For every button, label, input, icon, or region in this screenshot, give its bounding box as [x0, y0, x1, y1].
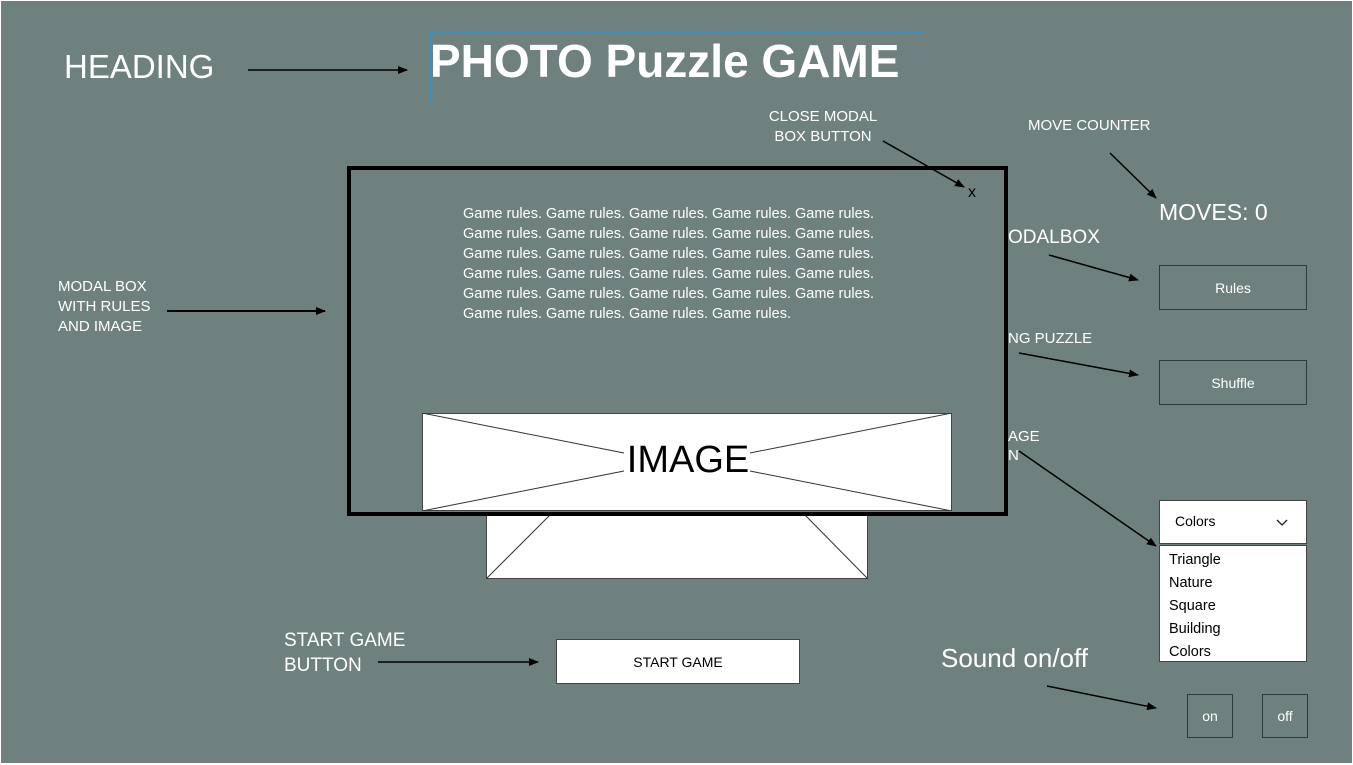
shuffle-button[interactable]: Shuffle: [1159, 360, 1307, 405]
annotation-close-modal-line2: BOX BUTTON: [774, 128, 872, 145]
dropdown-option[interactable]: Triangle: [1169, 552, 1221, 568]
arrow-shuffle: [1018, 352, 1139, 378]
chevron-down-icon: [1276, 519, 1288, 526]
arrow-sound: [1046, 685, 1157, 711]
annotation-close-modal-line1: CLOSE MODAL: [768, 108, 878, 125]
placeholder-cross: [486, 513, 868, 579]
close-modal-button[interactable]: x: [968, 184, 976, 201]
sound-off-button[interactable]: off: [1262, 694, 1308, 738]
dropdown-selected-value: Colors: [1175, 513, 1216, 529]
annotation-modal-box-line1: MODAL BOX: [58, 278, 147, 295]
modal-image-label: IMAGE: [626, 439, 750, 481]
annotation-modal-box: MODAL BOX WITH RULES AND IMAGE: [58, 277, 151, 337]
image-select-dropdown[interactable]: Colors: [1159, 500, 1307, 544]
image-cross: [422, 413, 952, 511]
arrow-move-counter: [1109, 152, 1157, 199]
annotation-sound: Sound on/off: [941, 643, 1088, 673]
annotation-modalbox-partial: ODALBOX: [1008, 227, 1100, 248]
modal-rules-text: Game rules. Game rules. Game rules. Game…: [463, 204, 933, 324]
arrow-dropdown: [1018, 450, 1157, 547]
annotation-image-partial-line1: AGE: [1008, 428, 1040, 445]
moves-counter: MOVES: 0: [1159, 199, 1268, 225]
rules-line: Game rules. Game rules. Game rules. Game…: [463, 246, 874, 262]
page-title: PHOTO Puzzle GAME: [430, 35, 900, 87]
dropdown-options-list: Triangle Nature Square Building Colors: [1159, 545, 1307, 662]
dropdown-option[interactable]: Square: [1169, 598, 1216, 614]
rules-line: Game rules. Game rules. Game rules. Game…: [463, 206, 874, 222]
annotation-image-partial: AGE N: [1008, 427, 1040, 465]
annotation-modal-box-line3: AND IMAGE: [58, 318, 143, 335]
annotation-heading: HEADING: [64, 48, 215, 85]
start-game-button[interactable]: START GAME: [556, 639, 800, 684]
dropdown-option[interactable]: Building: [1169, 621, 1221, 637]
rules-line: Game rules. Game rules. Game rules. Game…: [463, 226, 874, 242]
dropdown-option[interactable]: Colors: [1169, 644, 1211, 660]
rules-line: Game rules. Game rules. Game rules. Game…: [463, 306, 791, 322]
modal-box: x Game rules. Game rules. Game rules. Ga…: [347, 166, 1008, 516]
dropdown-option[interactable]: Nature: [1169, 575, 1213, 591]
annotation-close-modal: CLOSE MODAL BOX BUTTON: [761, 107, 885, 147]
rules-button[interactable]: Rules: [1159, 265, 1307, 310]
sound-on-button[interactable]: on: [1187, 694, 1233, 738]
annotation-puzzle-partial: NG PUZZLE: [1008, 330, 1093, 347]
annotation-modal-box-line2: WITH RULES: [58, 298, 151, 315]
annotation-move-counter: MOVE COUNTER: [1028, 117, 1151, 134]
annotation-start-game-line1: START GAME: [284, 630, 406, 651]
heading-box: [430, 32, 924, 104]
rules-line: Game rules. Game rules. Game rules. Game…: [463, 286, 874, 302]
modal-image: IMAGE: [422, 413, 952, 511]
arrow-rules: [1048, 254, 1139, 282]
rules-line: Game rules. Game rules. Game rules. Game…: [463, 266, 874, 282]
annotation-start-game: START GAME BUTTON: [284, 628, 405, 678]
annotation-start-game-line2: BUTTON: [284, 655, 362, 676]
annotation-image-partial-line2: N: [1008, 447, 1019, 464]
